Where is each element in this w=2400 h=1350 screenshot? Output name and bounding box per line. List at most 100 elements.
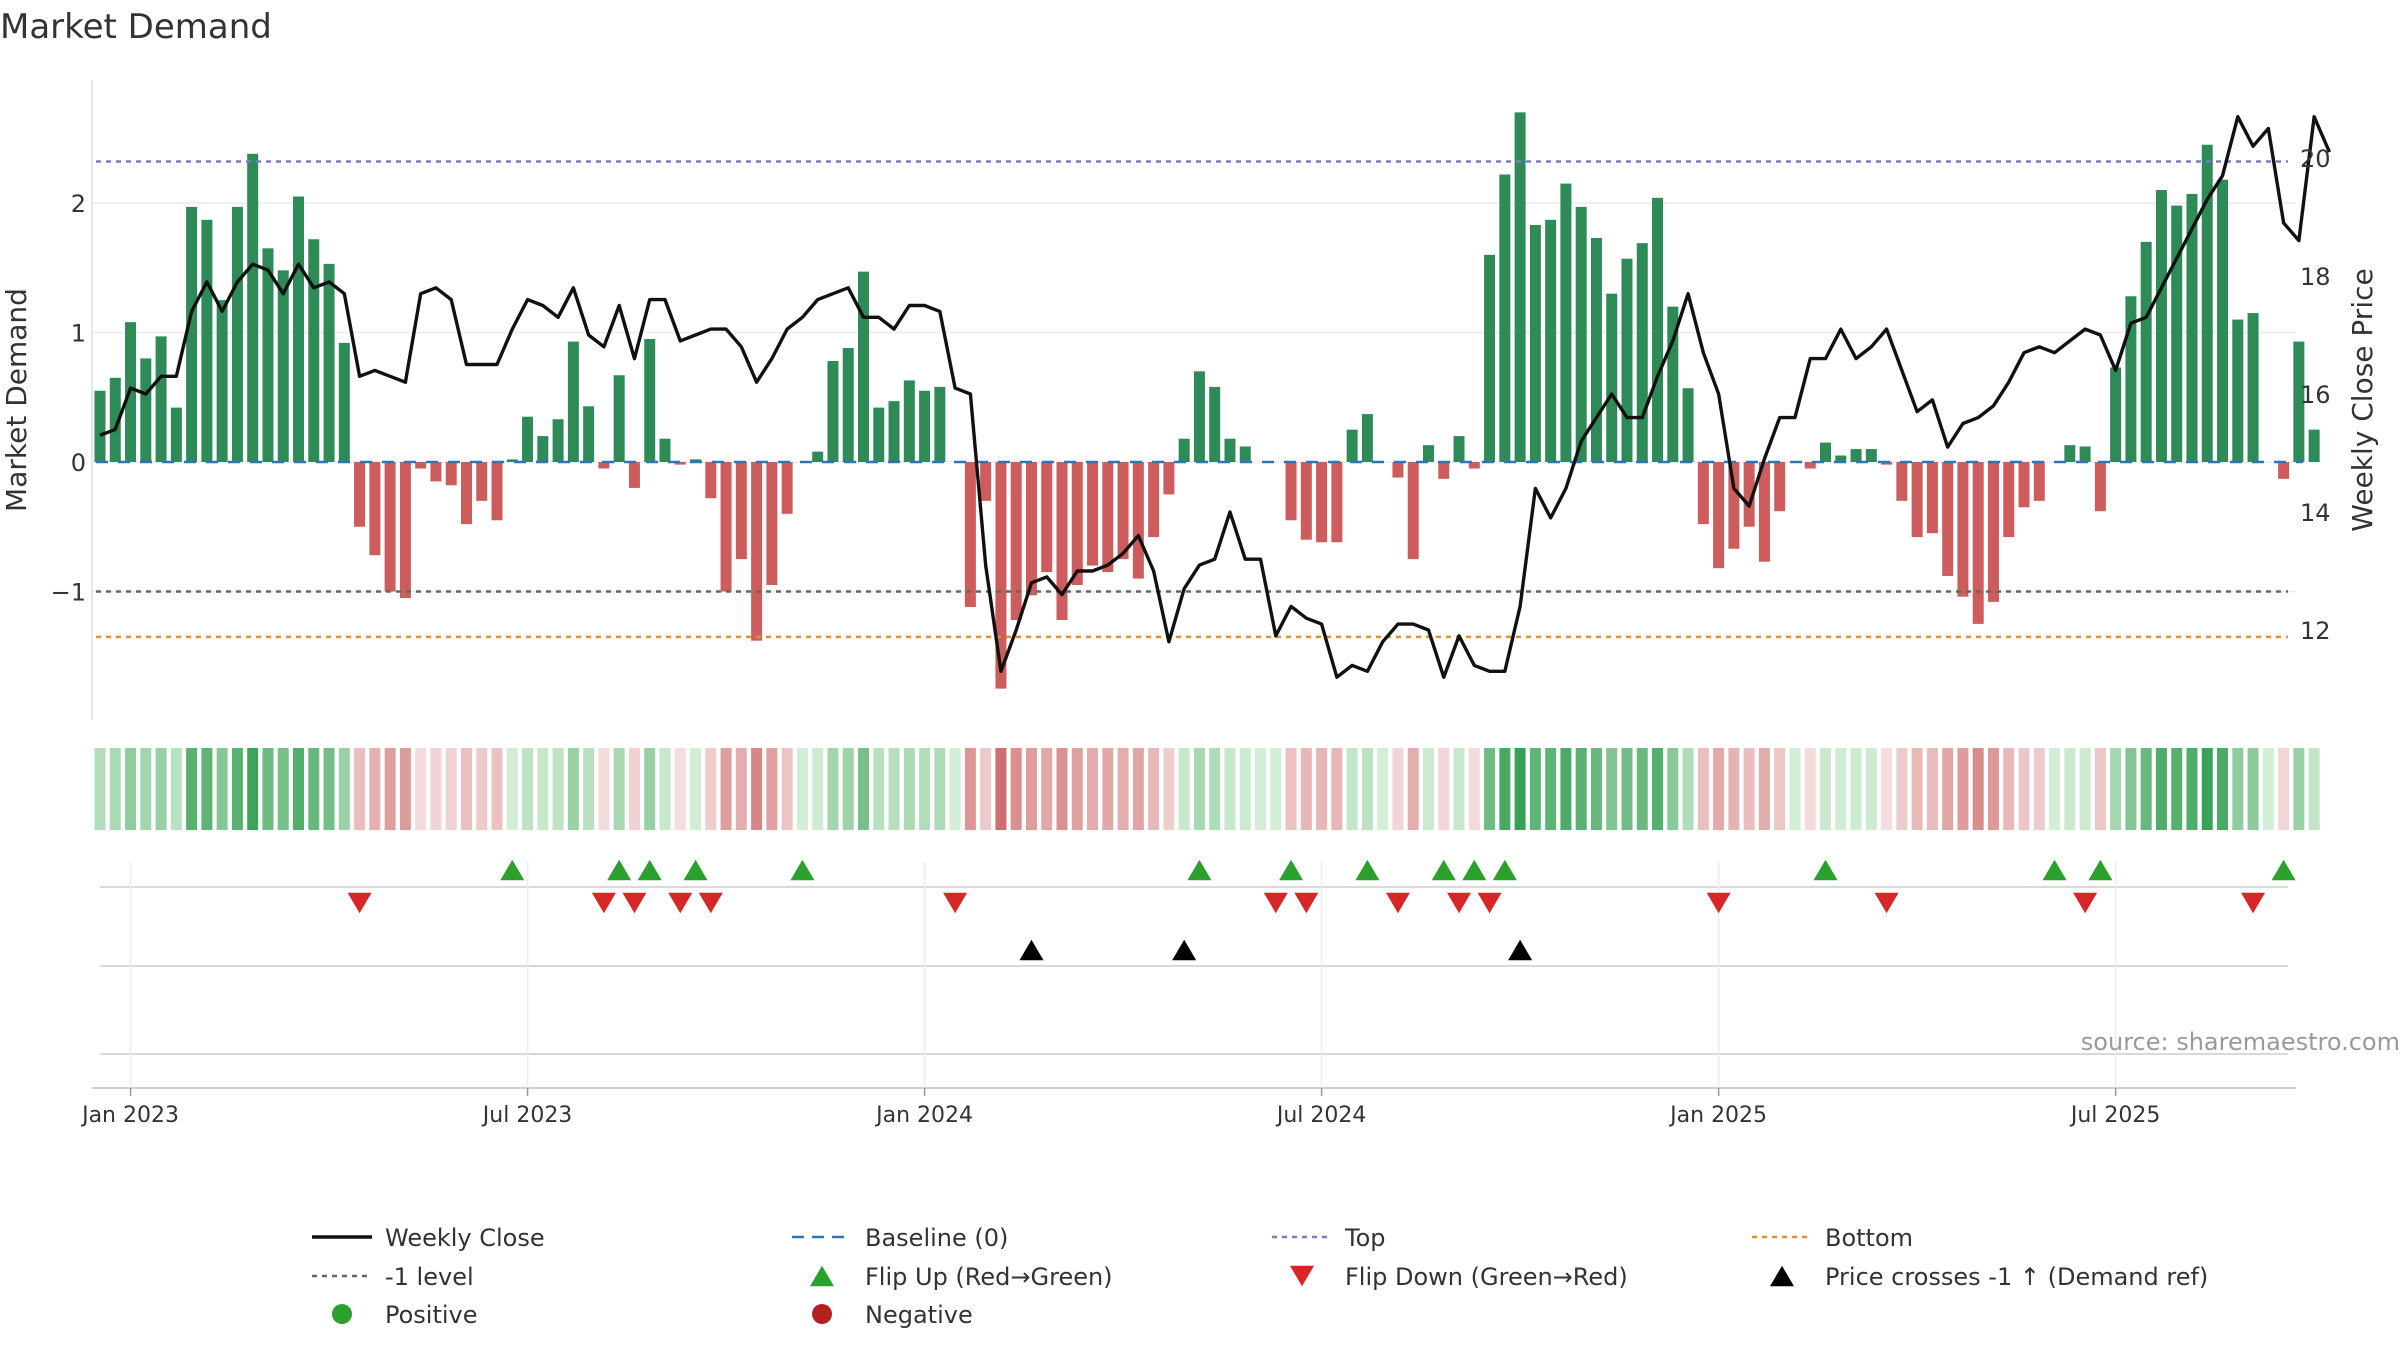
heat-cell [1484,748,1496,830]
demand-bar [201,219,213,462]
demand-bar [2171,205,2183,462]
demand-bar [1636,243,1648,462]
demand-bar [2186,193,2198,462]
flip-down-marker [1447,892,1472,914]
heat-cell [1285,748,1297,830]
demand-bar [1224,438,1236,462]
flip-up-markers [500,859,2296,881]
legend-swatch-circle [812,1304,832,1324]
heat-cell [1056,748,1068,830]
demand-bar [705,462,717,499]
heat-cell [1697,748,1709,830]
demand-bar [2217,179,2229,462]
legend-item: Weekly Close [312,1224,545,1252]
demand-bar [674,462,686,465]
demand-bar [1041,462,1053,573]
demand-bar [567,341,579,462]
demand-bar [873,407,885,462]
heat-cell [1270,748,1282,830]
heat-cell [1071,748,1083,830]
heat-cell [140,748,152,830]
heat-cell [1407,748,1419,830]
flip-down-marker [622,892,647,914]
heat-cell [1621,748,1633,830]
heat-cell [1758,748,1770,830]
flip-down-marker [668,892,693,914]
demand-bar [644,338,656,462]
demand-bar [1193,371,1205,462]
heat-cell [323,748,335,830]
demand-bar [1758,462,1770,562]
demand-bar [2201,144,2213,462]
demand-bar [934,386,946,462]
demand-bar [1652,197,1664,462]
x-tick-label: Jul 2025 [2069,1103,2161,1128]
heat-cell [1148,748,1160,830]
legend-swatch-triangle-up [810,1265,834,1287]
demand-bar [1056,462,1068,620]
demand-bar [2232,319,2244,462]
heat-cell [1682,748,1694,830]
demand-bar [1453,436,1465,462]
flip-up-marker [637,859,662,881]
demand-bar [583,406,595,462]
heat-cell [1636,748,1648,830]
demand-bar [1865,449,1877,462]
demand-bar [1438,462,1450,479]
demand-bar [858,271,869,462]
demand-bar [476,462,488,501]
heat-cell [1942,748,1954,830]
heat-cell [1957,748,1969,830]
legend-item: Negative [812,1301,973,1329]
x-tick-label: Jul 2023 [481,1103,573,1128]
demand-bar [1178,438,1190,462]
price-cross-marker [1172,939,1197,961]
demand-bar [1942,462,1954,576]
heat-cell [1590,748,1602,830]
flip-up-marker [1187,859,1212,881]
flip-down-marker [698,892,723,914]
demand-bar [1529,225,1541,462]
y-tick-label: 0 [71,449,86,477]
legend: Weekly Close Baseline (0) Top Bottom -1 leve… [312,1224,2208,1329]
y2-tick-label: 20 [2300,145,2331,173]
heat-cell [1025,748,1037,830]
weekly-close-line [99,115,2331,679]
demand-bar [1896,462,1908,501]
heat-cell [2293,748,2305,830]
heat-cell [2262,748,2274,830]
demand-bar [1911,462,1923,538]
flip-up-marker [683,859,708,881]
legend-label: Weekly Close [385,1224,545,1252]
y2-tick-label: 12 [2300,617,2331,645]
demand-bar [1239,446,1251,462]
heat-cell [262,748,274,830]
demand-bar [919,390,931,462]
demand-bar [1484,254,1496,462]
demand-bar [964,462,976,608]
legend-item: Positive [332,1301,478,1329]
flip-down-marker [2073,892,2098,914]
heat-cell [827,748,839,830]
demand-bar [2018,462,2030,508]
heat-cell [2278,748,2290,830]
heat-cell [2217,748,2229,830]
heat-cell [2140,748,2152,830]
flip-up-marker [1462,859,1487,881]
demand-bar [94,390,106,462]
reference-lines [96,160,2303,639]
heat-cell [522,748,534,830]
flip-down-marker [2241,892,2266,914]
demand-bar [1346,429,1358,463]
flip-down-marker [1385,892,1410,914]
heat-cell [2171,748,2183,830]
heat-cell [1789,748,1801,830]
legend-label: Bottom [1825,1224,1913,1252]
heat-cell [1361,748,1373,830]
legend-item: -1 level [312,1263,474,1291]
heat-cell [1239,748,1251,830]
demand-bar [537,436,549,462]
demand-bar [506,459,518,462]
demand-bar [2247,313,2259,462]
x-tick-label: Jan 2023 [80,1103,179,1128]
